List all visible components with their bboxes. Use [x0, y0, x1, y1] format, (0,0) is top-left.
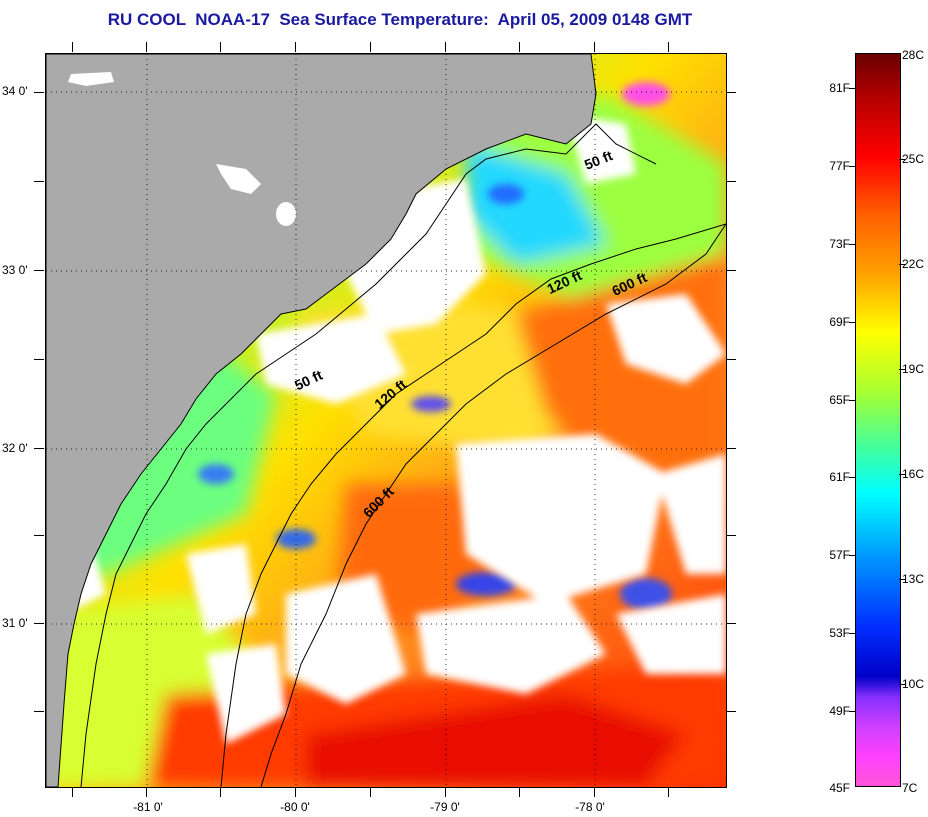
lon-tick: [295, 787, 296, 797]
cbar-tick: [849, 322, 855, 323]
lon-tick: [519, 787, 520, 797]
lat-label-34: 34 0': [2, 84, 28, 98]
cbar-f-45: 45F: [829, 781, 850, 795]
lat-tick: [34, 711, 44, 712]
cbar-f-69: 69F: [829, 315, 850, 329]
cbar-f-49: 49F: [829, 704, 850, 718]
lat-tick: [34, 181, 44, 182]
cbar-tick: [899, 579, 905, 580]
inland-water: [68, 72, 296, 226]
lon-tick: [370, 787, 371, 797]
lon-tick: [668, 787, 669, 797]
sst-map-canvas: [46, 54, 726, 787]
lat-tick: [726, 623, 736, 624]
map-title: RU COOL NOAA-17 Sea Surface Temperature:…: [107, 10, 693, 29]
cbar-f-73: 73F: [829, 237, 850, 251]
cbar-tick: [899, 684, 905, 685]
cbar-c-7: 7C: [902, 781, 918, 795]
cbar-c-10: 10C: [902, 677, 925, 691]
lon-tick: [370, 42, 371, 52]
cbar-tick: [849, 633, 855, 634]
cbar-tick: [849, 477, 855, 478]
lat-label-31: 31 0': [2, 616, 28, 630]
lon-tick: [445, 42, 446, 52]
lat-tick: [34, 448, 44, 449]
cbar-f-65: 65F: [829, 393, 850, 407]
lon-tick: [220, 787, 221, 797]
cbar-tick: [849, 244, 855, 245]
lon-tick: [594, 787, 595, 797]
cbar-tick: [849, 166, 855, 167]
cbar-tick: [899, 264, 905, 265]
cbar-f-77: 77F: [829, 159, 850, 173]
lon-tick: [668, 42, 669, 52]
cbar-tick: [899, 159, 905, 160]
cbar-tick: [849, 88, 855, 89]
cbar-tick: [899, 369, 905, 370]
lat-tick: [34, 92, 44, 93]
grid: [46, 54, 726, 787]
lon-label-79: -79 0': [430, 800, 460, 814]
cbar-f-57: 57F: [829, 548, 850, 562]
bathymetry-contours: [80, 123, 726, 787]
lat-tick: [726, 270, 736, 271]
temperature-colorbar: [855, 53, 901, 787]
lat-tick: [34, 623, 44, 624]
lon-tick: [295, 42, 296, 52]
lat-tick: [726, 181, 736, 182]
cbar-tick: [849, 400, 855, 401]
lat-tick: [726, 448, 736, 449]
lat-tick: [726, 711, 736, 712]
lat-tick: [726, 535, 736, 536]
lon-tick: [220, 42, 221, 52]
cbar-c-13: 13C: [902, 572, 925, 586]
lon-tick: [519, 42, 520, 52]
cbar-tick: [849, 555, 855, 556]
lat-label-33: 33 0': [2, 263, 28, 277]
lat-tick: [34, 270, 44, 271]
lon-tick: [72, 787, 73, 797]
lat-tick: [726, 359, 736, 360]
land-mass: [46, 54, 597, 787]
lon-tick: [72, 42, 73, 52]
lat-label-32: 32 0': [2, 441, 28, 455]
cbar-tick: [849, 711, 855, 712]
cbar-c-16: 16C: [902, 467, 925, 481]
cbar-f-81: 81F: [829, 81, 850, 95]
cbar-c-25: 25C: [902, 152, 925, 166]
cbar-c-19: 19C: [902, 362, 925, 376]
lon-tick: [445, 787, 446, 797]
lon-label-78: -78 0': [575, 800, 605, 814]
sst-map[interactable]: 50 ft 120 ft 600 ft 50 ft 120 ft 600 ft: [45, 53, 727, 788]
lon-tick: [146, 42, 147, 52]
lat-tick: [34, 359, 44, 360]
lat-tick: [726, 92, 736, 93]
lon-label-81: -81 0': [133, 800, 163, 814]
cbar-c-22: 22C: [902, 257, 925, 271]
cbar-tick: [899, 474, 905, 475]
lon-tick: [594, 42, 595, 52]
lat-tick: [34, 535, 44, 536]
cbar-f-53: 53F: [829, 626, 850, 640]
lon-label-80: -80 0': [280, 800, 310, 814]
cbar-f-61: 61F: [829, 470, 850, 484]
cbar-c-28: 28C: [902, 48, 925, 62]
lon-tick: [146, 787, 147, 797]
